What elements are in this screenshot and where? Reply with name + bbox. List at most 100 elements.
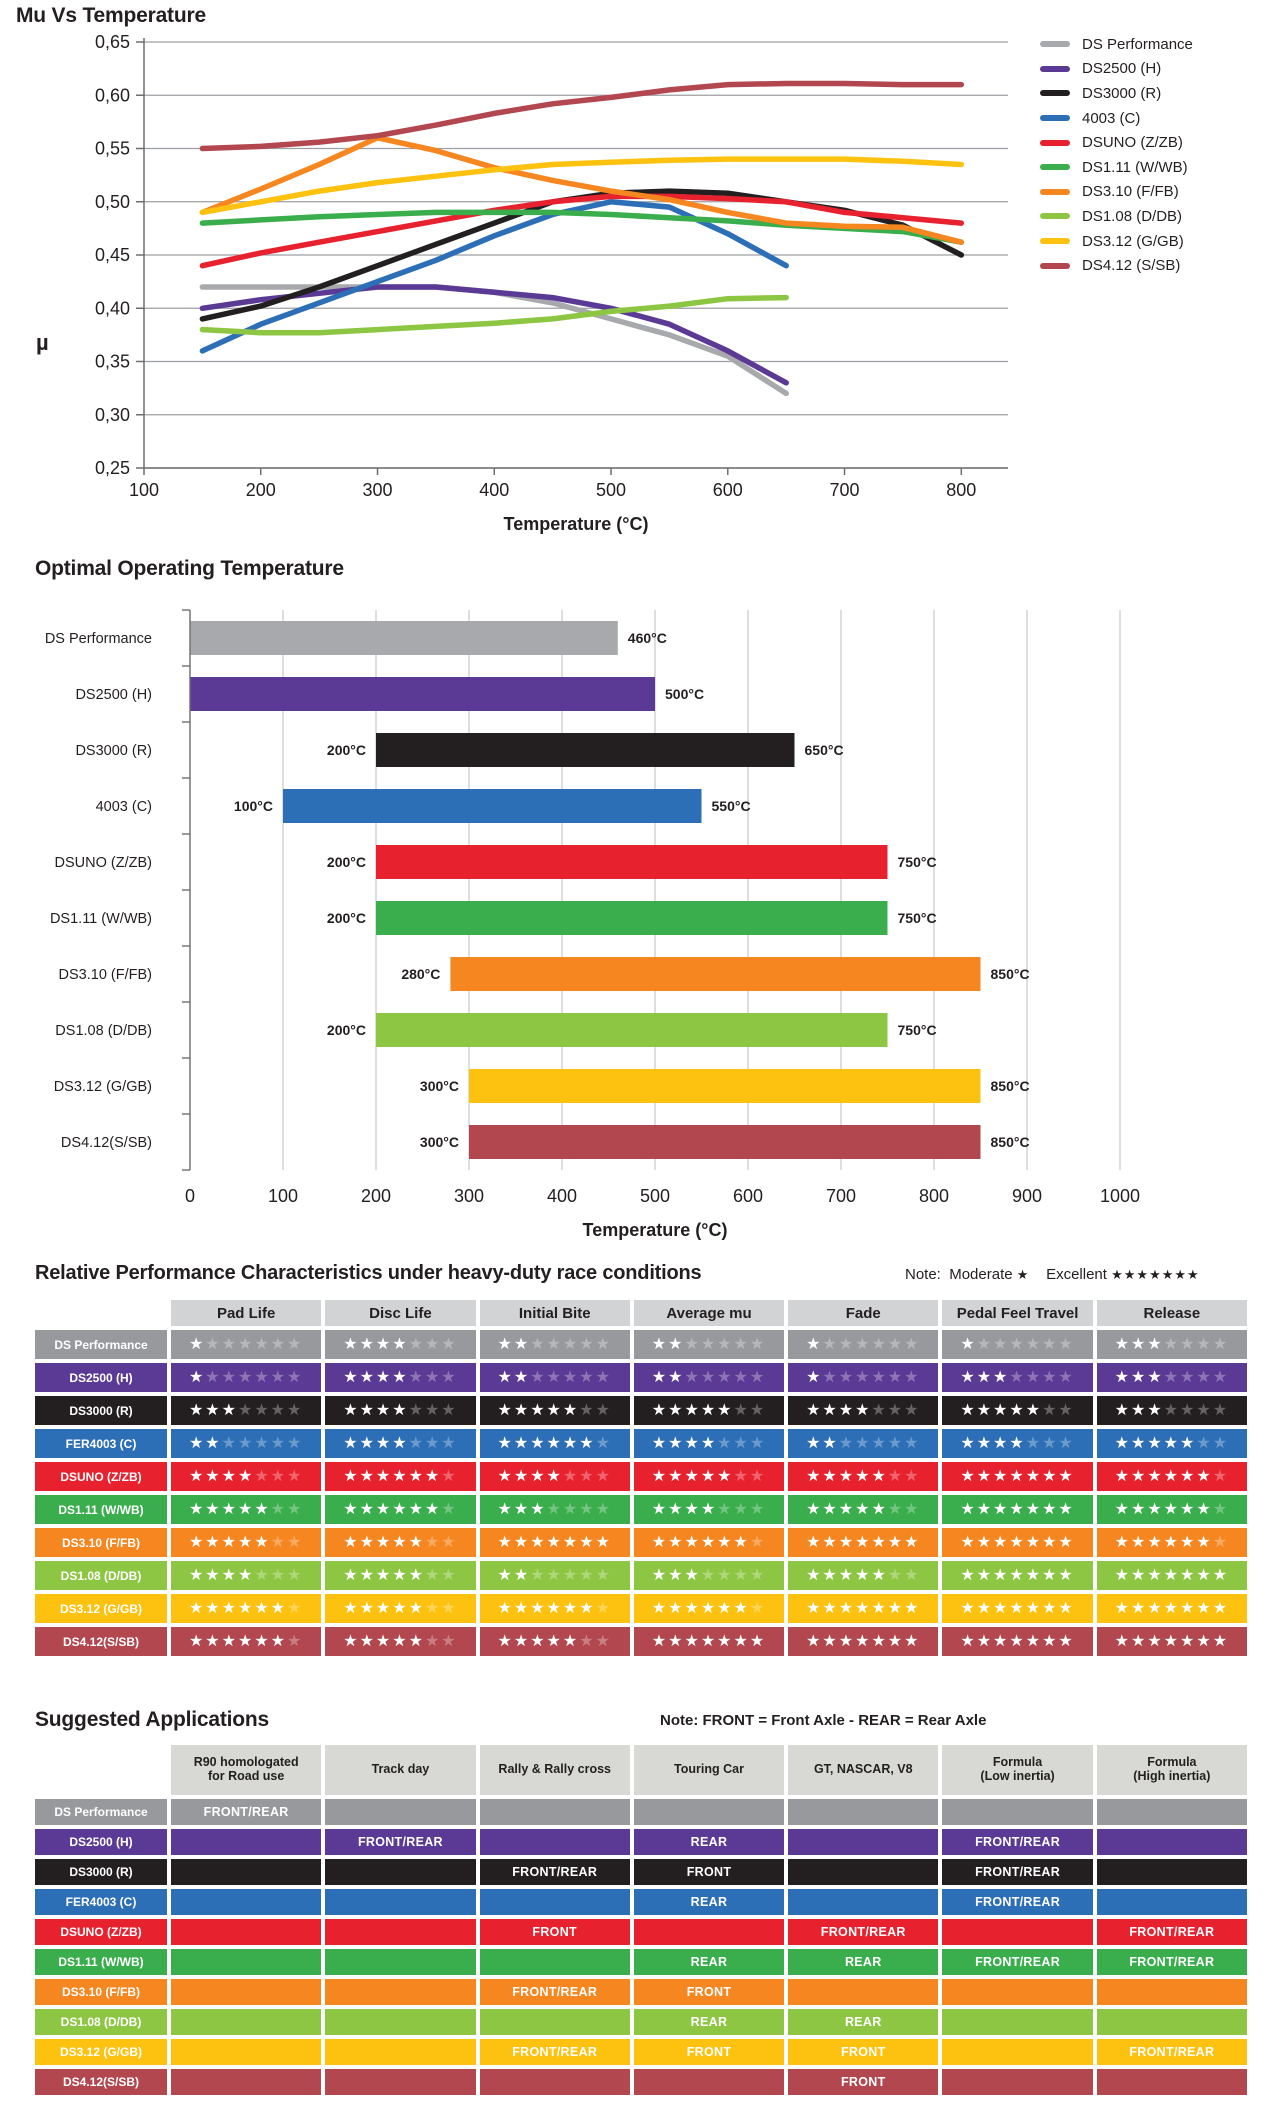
bar-max-label: 460°C <box>628 630 667 646</box>
application-cell <box>325 1979 476 2005</box>
stars-empty: ★★★★★★ <box>976 1335 1075 1353</box>
stars-filled: ★★★★★★★ <box>806 1599 921 1617</box>
bar-DS Performance <box>190 621 618 655</box>
bar-DS1.11 (W/WB) <box>376 901 888 935</box>
bar-category-label: DS1.08 (D/DB) <box>55 1023 152 1039</box>
stars-empty: ★★ <box>733 1401 767 1419</box>
x-tick-label: 0 <box>185 1186 195 1206</box>
stars-empty: ★ <box>1212 1500 1230 1518</box>
bar-max-label: 550°C <box>712 798 751 814</box>
star-rating-cell: ★★★★★★★ <box>1096 1429 1247 1458</box>
application-cell <box>325 1889 476 1915</box>
stars-filled: ★★★★★ <box>188 1533 271 1551</box>
star-rating-cell: ★★★★★★★ <box>633 1528 785 1557</box>
stars-empty: ★★★★★ <box>530 1335 612 1353</box>
application-cell <box>479 1949 630 1975</box>
star-rating-cell: ★★★★★★★ <box>1096 1396 1247 1425</box>
star-rating-cell: ★★★★★★★ <box>633 1627 785 1656</box>
stars-filled: ★★★★★★★ <box>651 1632 767 1650</box>
stars-empty: ★★★★★ <box>684 1335 767 1353</box>
row-label: DS2500 (H) <box>35 1363 167 1392</box>
oot-chart-title: Optimal Operating Temperature <box>35 557 344 580</box>
stars-empty: ★★★ <box>717 1434 767 1452</box>
stars-filled: ★★★★★ <box>343 1533 425 1551</box>
stars-filled: ★★ <box>651 1368 685 1386</box>
legend-swatch <box>1040 90 1070 97</box>
stars-filled: ★★★★★★★ <box>1114 1566 1230 1584</box>
y-tick-label: 0,65 <box>95 32 130 52</box>
stars-filled: ★★★★★ <box>651 1467 734 1485</box>
star-rating-cell: ★★★★★★★ <box>171 1429 322 1458</box>
stars-filled: ★★★★ <box>651 1500 718 1518</box>
stars-filled: ★★★★★ <box>188 1500 271 1518</box>
application-cell <box>942 1919 1093 1945</box>
stars-filled: ★★★ <box>960 1368 1010 1386</box>
stars-empty: ★★★★★ <box>530 1368 612 1386</box>
stars-filled: ★★★★★★★ <box>960 1467 1075 1485</box>
stars-empty: ★★★ <box>254 1566 304 1584</box>
stars-empty: ★ <box>749 1533 767 1551</box>
star-rating-cell: ★★★★★★★ <box>788 1594 939 1623</box>
bar-DS2500 (H) <box>190 677 655 711</box>
note-label: Note: <box>905 1266 941 1283</box>
application-cell <box>171 2039 322 2065</box>
star-rating-cell: ★★★★★★★ <box>942 1528 1093 1557</box>
application-cell: FRONT/REAR <box>479 1979 630 2005</box>
stars-filled: ★★★★ <box>343 1401 409 1419</box>
stars-empty: ★★ <box>1196 1434 1230 1452</box>
star-rating-cell: ★★★★★★★ <box>942 1594 1093 1623</box>
star-rating-cell: ★★★★★★★ <box>788 1528 939 1557</box>
bar-min-label: 300°C <box>420 1078 459 1094</box>
performance-characteristics-table: Pad Life Disc Life Initial Bite Average mu F… <box>35 1300 1247 1656</box>
applications-table-note: Note: FRONT = Front Axle - REAR = Rear A… <box>660 1712 987 1729</box>
star-rating-cell: ★★★★★★★ <box>325 1396 476 1425</box>
column-header: Average mu <box>633 1300 785 1326</box>
star-rating-cell: ★★★★★★★ <box>633 1495 785 1524</box>
application-cell: REAR <box>633 1889 785 1915</box>
application-cell <box>171 2009 322 2035</box>
stars-filled: ★★★★★★ <box>1114 1467 1213 1485</box>
stars-filled: ★★★★★★ <box>188 1599 287 1617</box>
bar-DS3.10 (F/FB) <box>450 957 981 991</box>
column-header: Formula (High inertia) <box>1096 1745 1247 1795</box>
row-label: DS2500 (H) <box>35 1829 167 1855</box>
star-rating-cell: ★★★★★★★ <box>788 1363 939 1392</box>
stars-filled: ★★ <box>497 1368 531 1386</box>
stars-filled: ★ <box>806 1335 823 1353</box>
excellent-stars: ★★★★★★★ <box>1111 1267 1200 1282</box>
stars-filled: ★★★★★★ <box>343 1500 442 1518</box>
star-rating-cell: ★★★★★★★ <box>325 1495 476 1524</box>
line-series-DSUNO (Z/ZB) <box>199 193 965 269</box>
star-rating-cell: ★★★★★★★ <box>1096 1528 1247 1557</box>
stars-filled: ★★ <box>188 1434 222 1452</box>
star-rating-cell: ★★★★★★★ <box>1096 1561 1247 1590</box>
stars-empty: ★★ <box>887 1566 921 1584</box>
application-cell: FRONT/REAR <box>942 1829 1093 1855</box>
star-rating-cell: ★★★★★★★ <box>479 1528 630 1557</box>
bar-DS3.12 (G/GB) <box>469 1069 981 1103</box>
legend-label: DS3.12 (G/GB) <box>1082 232 1184 250</box>
star-rating-cell: ★★★★★★★ <box>633 1561 785 1590</box>
row-label: DS3.12 (G/GB) <box>35 1594 167 1623</box>
stars-empty: ★★ <box>424 1632 458 1650</box>
star-rating-cell: ★★★★★★★ <box>788 1627 939 1656</box>
application-cell <box>1096 2009 1247 2035</box>
star-rating-cell: ★★★★★★★ <box>479 1561 630 1590</box>
stars-empty: ★★★ <box>562 1467 612 1485</box>
column-header: GT, NASCAR, V8 <box>788 1745 939 1795</box>
x-tick-label: 100 <box>268 1186 298 1206</box>
optimal-operating-temperature-bar-chart: DS Performance 460°C DS2500 (H) 500°C DS3000… <box>45 609 1140 1240</box>
star-rating-cell: ★★★★★★★ <box>325 1528 476 1557</box>
application-cell <box>479 1829 630 1855</box>
star-rating-cell: ★★★★★★★ <box>171 1627 322 1656</box>
bar-category-label: DS1.11 (W/WB) <box>50 911 152 927</box>
stars-filled: ★★★★★★★ <box>806 1533 921 1551</box>
application-cell <box>171 1949 322 1975</box>
column-header: Pad Life <box>171 1300 322 1326</box>
stars-empty: ★★★ <box>254 1467 304 1485</box>
star-rating-cell: ★★★★★★★ <box>479 1462 630 1491</box>
legend-item: 4003 (C) <box>1040 106 1193 131</box>
row-label: DS3.10 (F/FB) <box>35 1979 167 2005</box>
application-cell <box>1096 1829 1247 1855</box>
corner-cell <box>35 1745 167 1795</box>
